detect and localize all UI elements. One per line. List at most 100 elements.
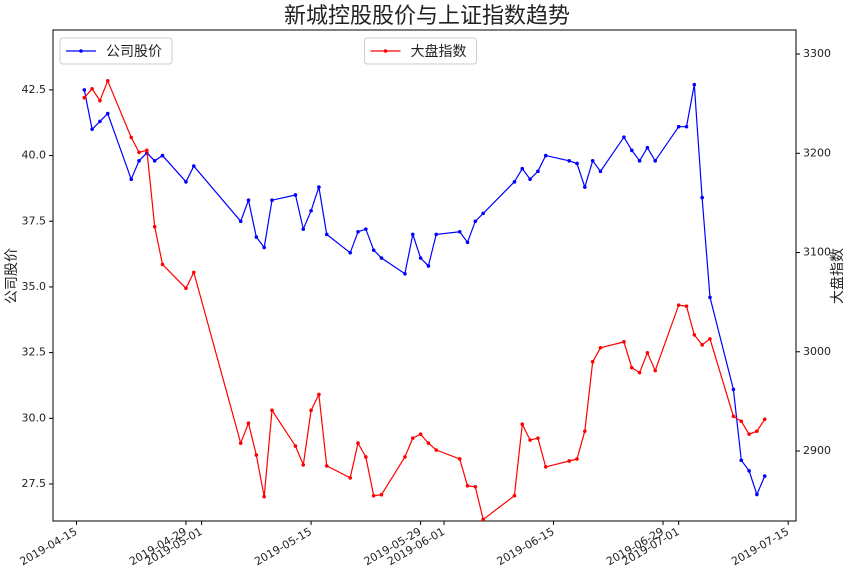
y2-tick-label: 2900 [803,444,831,457]
point [590,359,595,364]
point [543,465,548,469]
point [98,98,102,103]
point [379,256,384,260]
point [575,161,579,166]
point [324,232,329,237]
point [739,419,744,424]
point [246,421,251,426]
point [434,448,439,452]
point [747,469,751,473]
legend-marker [79,49,83,53]
point [324,464,329,468]
point [191,164,196,168]
y-axis-label: 公司股价 [4,248,20,304]
point [246,198,251,203]
x-tick-label: 2019-07-15 [729,525,791,568]
point [105,79,110,83]
legend-label: 大盘指数 [411,43,467,60]
point [575,457,579,461]
point [465,483,470,488]
point [82,95,87,100]
point [520,166,525,171]
point [622,340,626,344]
point [293,193,298,197]
point [434,232,439,237]
point [254,453,259,457]
point [528,177,532,182]
point [379,492,384,497]
point [637,370,642,375]
legend-label: 公司股价 [106,44,162,60]
point [481,517,485,522]
point [622,135,626,139]
point [371,493,376,498]
point [184,286,188,291]
point [364,455,368,459]
point [301,227,306,231]
series-line [83,84,766,497]
point [676,124,681,129]
y2-tick-label: 3100 [803,246,831,259]
point [653,159,658,163]
point [293,444,298,448]
point [82,88,87,92]
point [692,333,697,337]
point [418,256,423,260]
point [645,145,650,150]
point [90,127,94,132]
y-tick-label: 32.5 [22,346,47,359]
point [731,387,736,392]
point [270,198,274,203]
series-line [83,79,766,521]
point [418,432,423,436]
point [755,429,759,433]
point [457,229,462,234]
point [520,422,525,427]
point [426,264,431,268]
point [309,408,313,413]
point [145,148,149,153]
point [755,492,759,497]
legend-box [59,37,173,65]
point [356,441,360,445]
point [590,159,595,163]
point [262,494,266,499]
point [473,219,478,224]
point [410,232,415,237]
point [137,159,141,163]
point [567,459,571,463]
point [301,463,306,467]
point [309,208,313,213]
point [473,484,478,489]
point [543,153,548,158]
point [684,304,689,308]
point [629,148,634,153]
point [536,169,540,174]
y2-tick-label: 3000 [803,345,831,358]
point [270,408,274,413]
point [708,295,712,300]
point [481,211,485,216]
y2-axis-label: 大盘指数 [829,248,846,304]
point [684,124,689,129]
point [512,180,517,184]
y-tick-label: 30.0 [22,411,47,424]
point [403,271,407,276]
point [637,159,642,163]
point [653,368,658,373]
y-tick-label: 37.5 [22,214,47,227]
legend-box [364,37,477,65]
y-tick-label: 40.0 [22,149,47,162]
point [160,262,165,267]
point [129,135,134,140]
point [191,270,196,275]
point [152,224,157,229]
point [700,343,704,347]
point [238,441,243,445]
point [762,474,767,478]
point [317,185,321,189]
point [692,82,697,87]
point [262,245,266,250]
point [426,441,431,445]
